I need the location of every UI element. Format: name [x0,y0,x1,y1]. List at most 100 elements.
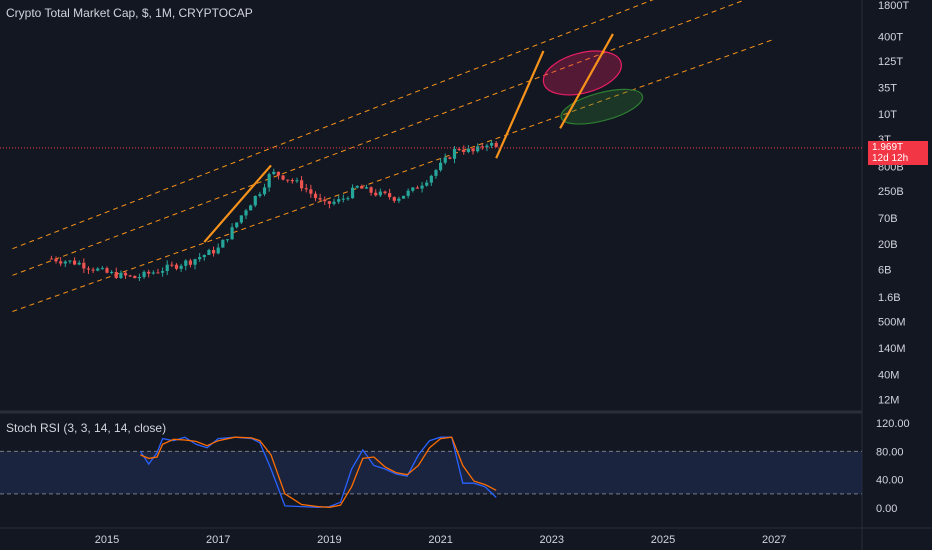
candle-body [401,195,406,199]
price-tick-label: 20B [878,239,898,251]
candle-body [235,222,239,228]
rsi-band-layer [0,450,862,495]
candle-body [434,170,438,176]
candle-body [369,187,373,193]
candle-body [216,247,220,254]
trend-segment-1 [203,164,272,243]
candle-body [346,198,350,200]
candle-body [239,215,243,223]
axes-layer: 1800T400T125T35T10T3T800B250B70B20B6B1.6… [95,0,910,546]
candle-body [466,148,470,152]
candle-body [156,272,160,274]
candle-body [133,275,137,279]
candle-body [415,187,420,189]
candle-body [253,195,257,206]
candle-body [272,171,276,175]
channel-line-1 [12,0,654,250]
projection-ellipse-red [542,50,622,96]
candle-body [267,174,271,188]
candle-body [82,262,86,269]
candle-body [49,258,53,260]
candle-body [489,142,494,146]
trend-segment-2 [495,50,545,159]
candle-body [429,175,433,183]
projection-ellipse-green [560,88,644,125]
candle-body [193,259,197,265]
candle-body [179,265,183,269]
price-tick-label: 35T [878,82,897,94]
candle-body [91,269,95,271]
candle-body [211,250,216,254]
candle-body [59,261,63,264]
candle-body [174,264,179,269]
candle-body [188,260,192,265]
candle-body [476,146,480,152]
candle-body [119,272,123,278]
candle-body [411,187,415,191]
price-tick-label: 40M [878,369,899,381]
candle-body [72,260,77,265]
price-tick-label: 10T [878,109,897,121]
candle-body [249,205,253,211]
channel-lines-layer [12,0,775,312]
time-tick-label: 2023 [540,534,564,546]
candle-body [337,199,341,202]
candle-body [110,271,114,273]
candle-body [378,191,382,196]
indicator-title: Stoch RSI (3, 3, 14, 14, close) [6,421,167,435]
candle-body [286,179,290,181]
chart-title: Crypto Total Market Cap, $, 1M, CRYPTOCA… [6,6,253,20]
candle-body [170,264,174,266]
candle-body [281,175,285,180]
current-price-tag: 1.969T 12d 12h [868,141,928,165]
rsi-tick-label: 120.00 [876,418,910,430]
candle-body [309,189,313,194]
candle-body [323,199,327,202]
candle-body [68,260,72,262]
candle-body [105,268,109,273]
candle-body [360,186,364,189]
price-tick-label: 12M [878,395,899,407]
price-tick-label: 400T [878,31,903,43]
candle-body [147,271,151,274]
trend-segments-layer [0,33,862,243]
candle-body [304,188,308,190]
candle-body [355,186,359,188]
candle-body [392,197,396,201]
candle-body [471,148,475,152]
candle-body [420,185,424,189]
candle-body [165,264,169,272]
price-tick-label: 250B [878,186,904,198]
candle-body [63,261,67,264]
candle-body [485,145,489,148]
candle-body [480,146,484,148]
current-price-value: 1.969T [872,142,904,153]
price-tick-label: 1800T [878,0,909,12]
candle-body [318,198,322,200]
candle-body [494,142,498,148]
candle-body [77,262,81,265]
price-tick-label: 140M [878,343,906,355]
candle-body [341,198,345,200]
candles-layer [49,140,498,282]
candle-body [54,258,58,262]
candle-body [443,157,447,163]
candle-body [350,187,355,199]
candle-body [114,271,118,278]
bar-countdown: 12d 12h [872,153,909,164]
candle-body [383,191,387,194]
candle-body [462,149,466,152]
candle-body [295,180,299,182]
candle-body [230,227,234,240]
time-tick-label: 2027 [762,534,786,546]
price-tick-label: 70B [878,213,898,225]
price-tick-label: 500M [878,316,906,328]
rsi-tick-label: 80.00 [876,446,904,458]
candle-body [221,240,225,248]
candle-body [137,277,142,279]
stoch-rsi-d-line [140,436,497,508]
candle-body [327,201,331,204]
candle-body [388,193,392,198]
candle-body [452,148,457,159]
